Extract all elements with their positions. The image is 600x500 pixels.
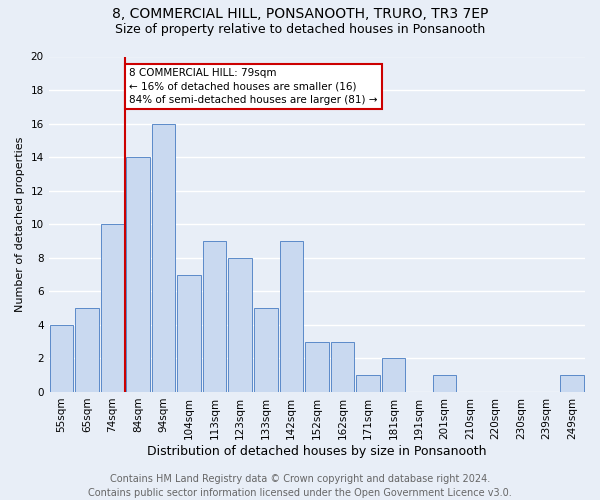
Bar xyxy=(382,358,405,392)
Bar xyxy=(331,342,354,392)
Bar xyxy=(254,308,278,392)
Text: Size of property relative to detached houses in Ponsanooth: Size of property relative to detached ho… xyxy=(115,22,485,36)
Bar xyxy=(50,325,73,392)
Text: 8 COMMERCIAL HILL: 79sqm
← 16% of detached houses are smaller (16)
84% of semi-d: 8 COMMERCIAL HILL: 79sqm ← 16% of detach… xyxy=(129,68,377,104)
Text: Contains HM Land Registry data © Crown copyright and database right 2024.
Contai: Contains HM Land Registry data © Crown c… xyxy=(88,474,512,498)
Y-axis label: Number of detached properties: Number of detached properties xyxy=(15,136,25,312)
Bar xyxy=(75,308,99,392)
X-axis label: Distribution of detached houses by size in Ponsanooth: Distribution of detached houses by size … xyxy=(147,444,487,458)
Bar xyxy=(203,241,226,392)
Bar xyxy=(433,375,456,392)
Bar xyxy=(178,274,201,392)
Bar xyxy=(305,342,329,392)
Text: 8, COMMERCIAL HILL, PONSANOOTH, TRURO, TR3 7EP: 8, COMMERCIAL HILL, PONSANOOTH, TRURO, T… xyxy=(112,8,488,22)
Bar xyxy=(280,241,303,392)
Bar xyxy=(152,124,175,392)
Bar xyxy=(560,375,584,392)
Bar xyxy=(356,375,380,392)
Bar xyxy=(127,157,150,392)
Bar xyxy=(229,258,252,392)
Bar xyxy=(101,224,124,392)
